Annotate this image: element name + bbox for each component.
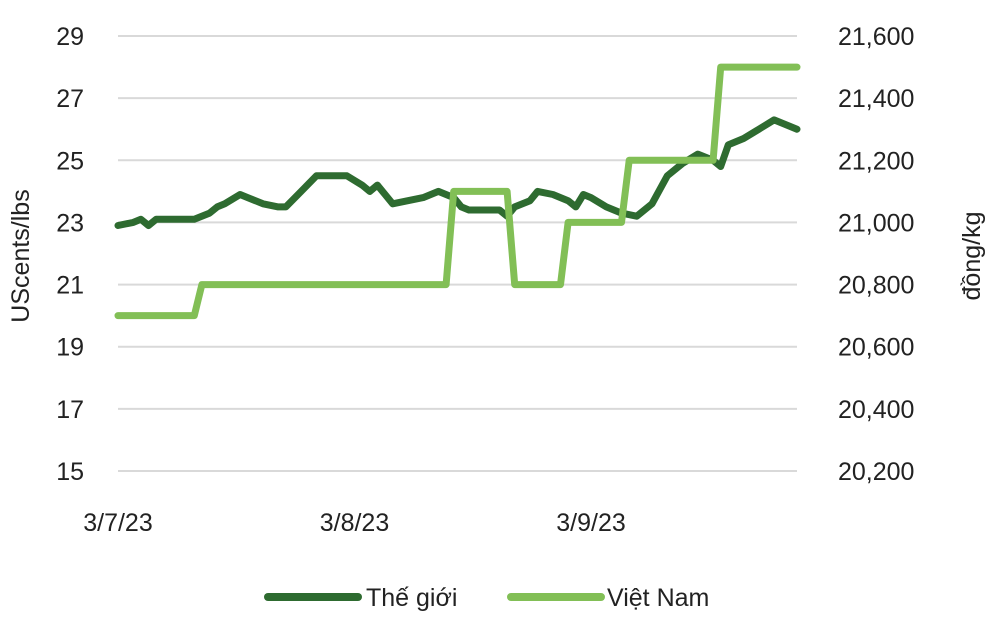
series-line-viet-nam bbox=[114, 63, 801, 320]
left-tick-label: 25 bbox=[56, 147, 84, 175]
x-axis-ticks: 3/7/23 3/8/23 3/9/23 bbox=[83, 509, 626, 537]
left-tick-label: 23 bbox=[56, 209, 84, 237]
legend: Thế giới Việt Nam bbox=[264, 584, 709, 612]
right-y-axis-title: đồng/kg bbox=[958, 212, 986, 301]
x-tick-label: 3/8/23 bbox=[320, 509, 390, 537]
left-tick-label: 17 bbox=[56, 396, 84, 424]
left-tick-label: 27 bbox=[56, 85, 84, 113]
left-tick-label: 15 bbox=[56, 458, 84, 486]
left-y-axis-title: UScents/lbs bbox=[7, 189, 35, 322]
series-line-the-gioi bbox=[114, 116, 801, 229]
right-tick-label: 21,200 bbox=[838, 147, 914, 175]
right-y-axis-ticks: 20,200 20,400 20,600 20,800 21,000 21,200 21,4… bbox=[838, 23, 914, 486]
left-tick-label: 29 bbox=[56, 23, 84, 51]
left-tick-label: 19 bbox=[56, 334, 84, 362]
right-tick-label: 21,600 bbox=[838, 23, 914, 51]
gridlines bbox=[118, 35, 797, 472]
right-tick-label: 21,400 bbox=[838, 85, 914, 113]
left-tick-label: 21 bbox=[56, 272, 84, 300]
right-tick-label: 20,600 bbox=[838, 334, 914, 362]
legend-label-viet-nam: Việt Nam bbox=[607, 584, 709, 612]
x-tick-label: 3/7/23 bbox=[83, 509, 153, 537]
legend-label-the-gioi: Thế giới bbox=[366, 584, 457, 612]
right-tick-label: 20,800 bbox=[838, 272, 914, 300]
series-lines bbox=[114, 63, 801, 320]
right-tick-label: 20,400 bbox=[838, 396, 914, 424]
left-y-axis-ticks: 15 17 19 21 23 25 27 29 bbox=[56, 23, 84, 486]
right-tick-label: 21,000 bbox=[838, 209, 914, 237]
right-tick-label: 20,200 bbox=[838, 458, 914, 486]
x-tick-label: 3/9/23 bbox=[556, 509, 626, 537]
